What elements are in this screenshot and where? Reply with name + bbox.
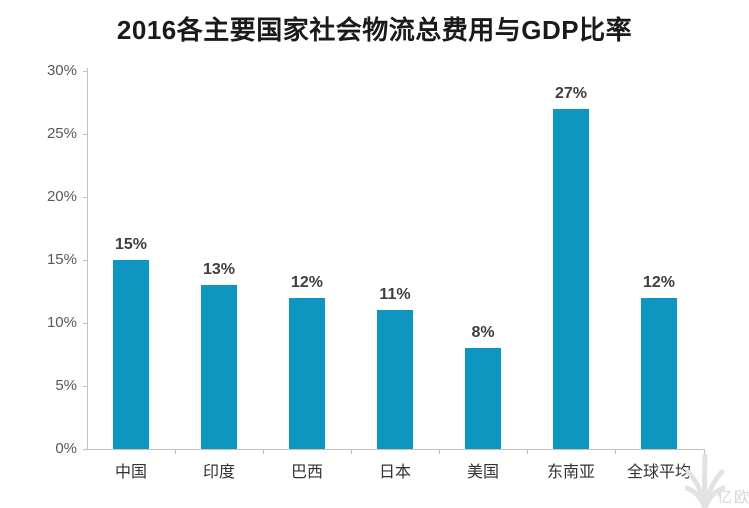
y-axis-tick-mark [83, 323, 87, 324]
bar-value-label: 12% [642, 274, 676, 291]
x-axis-category-label: 全球平均 [626, 464, 691, 481]
bar [553, 109, 589, 449]
bar [289, 298, 325, 449]
x-axis-tick-mark [263, 450, 264, 454]
x-axis-category-label: 东南亚 [546, 464, 595, 481]
x-axis-category-label: 日本 [378, 464, 411, 481]
x-axis-tick-mark [615, 450, 616, 454]
y-axis-tick-label: 25% [46, 125, 77, 142]
bar-value-label: 8% [471, 324, 495, 341]
watermark: 亿欧 [685, 450, 749, 508]
bar-value-label: 13% [202, 261, 236, 278]
chart-title: 2016各主要国家社会物流总费用与GDP比率 [116, 15, 633, 45]
y-axis-tick-label: 0% [55, 440, 77, 457]
bar [377, 310, 413, 449]
bar-value-label: 12% [290, 274, 324, 291]
x-axis-end-tick [704, 449, 705, 458]
y-axis-tick-mark [83, 134, 87, 135]
yiou-fan-logo-icon [685, 453, 725, 508]
x-axis-category-label: 美国 [466, 464, 499, 481]
x-axis-tick-mark [439, 450, 440, 454]
bar-value-label: 11% [379, 286, 411, 303]
x-axis-tick-mark [351, 450, 352, 454]
y-axis-tick-mark [83, 449, 87, 450]
y-axis-tick-mark [83, 71, 87, 72]
x-axis-category-label: 中国 [114, 464, 147, 481]
bar [113, 260, 149, 449]
watermark-brand-text: 亿欧 [717, 489, 749, 506]
bar [641, 298, 677, 449]
bar-value-label: 27% [554, 85, 588, 102]
x-axis-tick-mark [175, 450, 176, 454]
bar [465, 348, 501, 449]
y-axis-tick-label: 20% [46, 188, 77, 205]
y-axis-tick-mark [83, 260, 87, 261]
bar [201, 285, 237, 449]
y-axis-tick-label: 5% [55, 377, 77, 394]
y-axis-tick-label: 30% [46, 62, 77, 79]
y-axis-tick-mark [83, 386, 87, 387]
y-axis-tick-label: 15% [46, 251, 77, 268]
x-axis-category-label: 巴西 [290, 464, 323, 481]
bar-value-label: 15% [114, 236, 148, 253]
y-axis-tick-label: 10% [46, 314, 77, 331]
y-axis-tick-mark [83, 197, 87, 198]
x-axis-category-label: 印度 [202, 464, 235, 481]
y-axis-line [87, 68, 88, 450]
x-axis-line [87, 449, 705, 450]
x-axis-tick-mark [527, 450, 528, 454]
